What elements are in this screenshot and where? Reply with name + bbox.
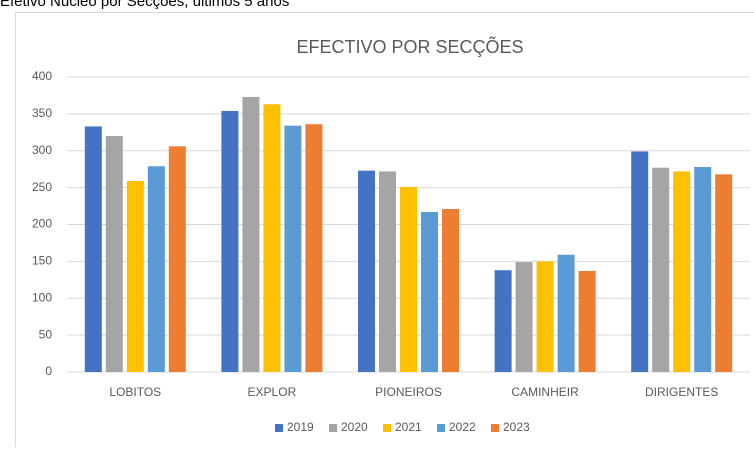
y-tick-label: 300 <box>32 143 52 157</box>
y-tick-label: 0 <box>45 364 52 378</box>
bar <box>495 270 512 372</box>
y-tick-label: 200 <box>32 217 52 231</box>
x-tick-label: PIONEIROS <box>375 385 442 399</box>
y-tick-label: 250 <box>32 180 52 194</box>
chart-title: EFECTIVO POR SECÇÕES <box>296 36 523 57</box>
bar <box>305 124 322 372</box>
bar <box>85 126 102 372</box>
y-tick-label: 50 <box>39 327 53 341</box>
legend-swatch <box>383 424 391 432</box>
legend-swatch <box>437 424 445 432</box>
bar <box>400 187 417 372</box>
y-tick-label: 150 <box>32 254 52 268</box>
bar <box>242 97 259 372</box>
legend-swatch <box>275 424 283 432</box>
bar <box>442 209 459 372</box>
y-tick-label: 350 <box>32 106 52 120</box>
legend-label: 2022 <box>449 420 476 434</box>
bar <box>421 212 438 372</box>
bar <box>127 181 144 372</box>
legend-swatch <box>329 424 337 432</box>
bar <box>263 104 280 372</box>
bar <box>694 167 711 372</box>
bar <box>169 146 186 372</box>
bar <box>148 166 165 372</box>
legend-label: 2021 <box>395 420 422 434</box>
legend-swatch <box>491 424 499 432</box>
bar <box>579 271 596 372</box>
bar <box>221 111 238 372</box>
x-tick-label: DIRIGENTES <box>645 385 718 399</box>
y-tick-label: 100 <box>32 290 52 304</box>
bar <box>284 126 301 372</box>
bar <box>106 136 123 372</box>
bar <box>631 151 648 372</box>
y-tick-label: 400 <box>32 69 52 83</box>
page-heading: Efetivo Núcleo por Secções, últimos 5 an… <box>0 0 289 10</box>
bar <box>537 261 554 372</box>
legend-label: 2023 <box>503 420 530 434</box>
bar <box>358 171 375 372</box>
bar <box>652 168 669 372</box>
bar <box>558 255 575 372</box>
x-tick-label: CAMINHEIR <box>511 385 579 399</box>
bar <box>516 262 533 372</box>
legend-label: 2019 <box>287 420 314 434</box>
bar <box>715 174 732 372</box>
bar <box>673 171 690 372</box>
legend-label: 2020 <box>341 420 368 434</box>
x-tick-label: LOBITOS <box>109 385 161 399</box>
bar <box>379 171 396 372</box>
x-tick-label: EXPLOR <box>248 385 297 399</box>
